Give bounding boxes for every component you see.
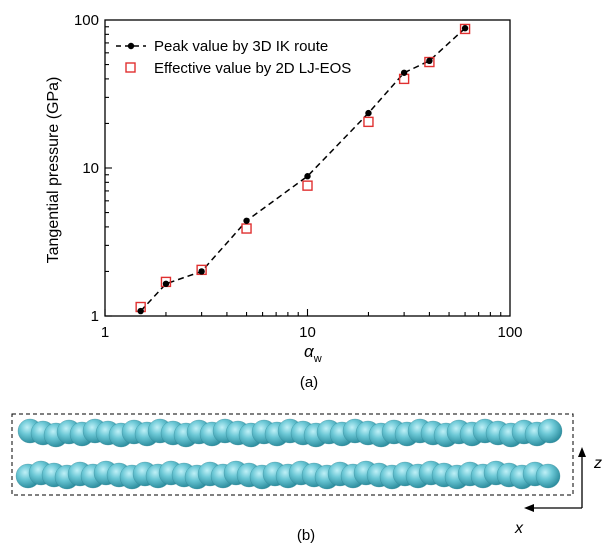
x-arrow-head-icon [524, 504, 534, 512]
x-axis-label-main: α [304, 342, 315, 361]
effective-point [363, 116, 374, 128]
legend-marker-peak [127, 42, 135, 50]
y-axis-ticks: 1 10 100 [74, 12, 112, 325]
atom-layer-panel-b: z x (b) [11, 413, 602, 544]
peak-point [198, 268, 205, 275]
simulation-box [11, 413, 574, 496]
x-axis-label-sub: w [313, 353, 322, 365]
x-tick-label: 1 [101, 324, 109, 341]
legend-marker-effective [125, 62, 136, 73]
peak-point [137, 307, 144, 315]
x-axis-label-b: x [514, 520, 524, 537]
effective-point [302, 180, 313, 191]
panel-label-b: (b) [297, 527, 315, 544]
peak-point [400, 69, 408, 76]
panel-label-a: (a) [300, 374, 318, 391]
peak-point [304, 173, 311, 180]
peak-point [426, 57, 433, 65]
x-axis-ticks: 1 10 100 [101, 309, 523, 341]
effective-point [241, 223, 252, 234]
y-axis-label: Tangential pressure (GPa) [45, 77, 62, 264]
x-tick-label: 100 [497, 324, 522, 341]
legend-label-peak: Peak value by 3D IK route [154, 38, 328, 55]
y-tick-label: 100 [74, 12, 99, 29]
z-arrow-head-icon [578, 447, 586, 457]
coordinate-axes: z x [514, 447, 602, 537]
peak-point [365, 109, 372, 117]
y-tick-label: 1 [91, 308, 99, 325]
z-axis-label: z [593, 455, 602, 472]
legend: Peak value by 3D IK route Effective valu… [116, 38, 351, 77]
x-axis-label: αw [304, 342, 322, 365]
legend-label-effective: Effective value by 2D LJ-EOS [154, 60, 351, 77]
y-tick-label: 10 [82, 160, 99, 177]
atom [537, 418, 563, 444]
peak-point [243, 217, 250, 224]
peak-point [461, 25, 469, 32]
atom [535, 463, 561, 489]
effective-point [459, 23, 471, 35]
series-markers-group [135, 23, 471, 315]
atom-rows [15, 418, 563, 490]
x-tick-label: 10 [299, 324, 316, 341]
peak-point [162, 280, 170, 288]
effective-point [424, 56, 435, 68]
